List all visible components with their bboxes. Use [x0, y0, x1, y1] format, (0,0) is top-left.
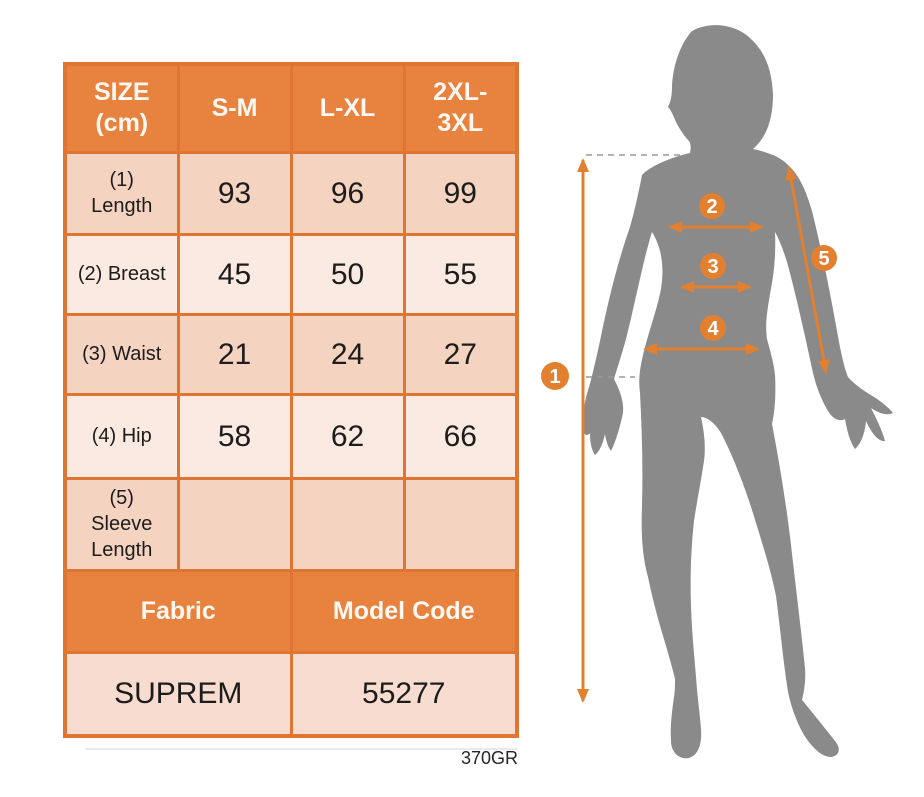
- col-header-s-m: S-M: [176, 62, 293, 154]
- table-row-fabric-header: Fabric Model Code: [63, 568, 519, 654]
- length-l-xl: 96: [289, 150, 406, 236]
- fabric-value-cell: SUPREM: [63, 650, 293, 738]
- marker-1-circle: [541, 362, 569, 390]
- waist-2xl-3xl: 27: [402, 312, 519, 396]
- marker-3: 3: [700, 253, 726, 279]
- row-label-waist: (3) Waist: [63, 312, 180, 396]
- measurement-diagram: 1 2 3 4 5: [541, 25, 893, 759]
- table-row-waist: (3) Waist 21 24 27: [63, 312, 519, 396]
- body-silhouette: [582, 25, 893, 759]
- sleeve-l-xl: [289, 476, 406, 572]
- marker-4-circle: [700, 315, 726, 341]
- hip-s-m: 58: [176, 392, 293, 480]
- breast-l-xl: 50: [289, 232, 406, 316]
- hip-l-xl: 62: [289, 392, 406, 480]
- marker-2-circle: [699, 193, 725, 219]
- size-table: SIZE (cm) S-M L-XL 2XL- 3XL (1) Length 9…: [63, 62, 519, 738]
- fabric-header-cell: Fabric: [63, 568, 293, 654]
- col-header-2xl-3xl: 2XL- 3XL: [402, 62, 519, 154]
- marker-3-number: 3: [707, 256, 718, 278]
- row-label-breast: (2) Breast: [63, 232, 180, 316]
- waist-s-m: 21: [176, 312, 293, 396]
- weight-note: 370GR: [460, 748, 518, 768]
- hip-2xl-3xl: 66: [402, 392, 519, 480]
- length-s-m: 93: [176, 150, 293, 236]
- table-row-hip: (4) Hip 58 62 66: [63, 392, 519, 480]
- breast-2xl-3xl: 55: [402, 232, 519, 316]
- table-row-breast: (2) Breast 45 50 55: [63, 232, 519, 316]
- footer-divider: [85, 748, 518, 750]
- row-label-length: (1) Length: [63, 150, 180, 236]
- col-header-l-xl: L-XL: [289, 62, 406, 154]
- col-header-size-cm: SIZE (cm): [63, 62, 180, 154]
- marker-3-circle: [700, 253, 726, 279]
- marker-1-number: 1: [549, 366, 560, 388]
- model-code-header-cell: Model Code: [289, 568, 519, 654]
- length-2xl-3xl: 99: [402, 150, 519, 236]
- marker-2-number: 2: [706, 196, 717, 218]
- table-header-row: SIZE (cm) S-M L-XL 2XL- 3XL: [63, 62, 519, 154]
- sleeve-arrow: [785, 166, 830, 374]
- marker-5: 5: [811, 245, 837, 271]
- sleeve-2xl-3xl: [402, 476, 519, 572]
- marker-4: 4: [700, 315, 726, 341]
- row-label-sleeve-length: (5) Sleeve Length: [63, 476, 180, 572]
- marker-5-number: 5: [818, 248, 829, 270]
- marker-5-circle: [811, 245, 837, 271]
- marker-4-number: 4: [707, 318, 719, 340]
- model-code-value-cell: 55277: [289, 650, 519, 738]
- sleeve-s-m: [176, 476, 293, 572]
- table-row-fabric-values: SUPREM 55277: [63, 650, 519, 738]
- marker-1: 1: [541, 362, 569, 390]
- marker-2: 2: [699, 193, 725, 219]
- breast-s-m: 45: [176, 232, 293, 316]
- row-label-hip: (4) Hip: [63, 392, 180, 480]
- waist-l-xl: 24: [289, 312, 406, 396]
- table-row-length: (1) Length 93 96 99: [63, 150, 519, 236]
- table-row-sleeve-length: (5) Sleeve Length: [63, 476, 519, 572]
